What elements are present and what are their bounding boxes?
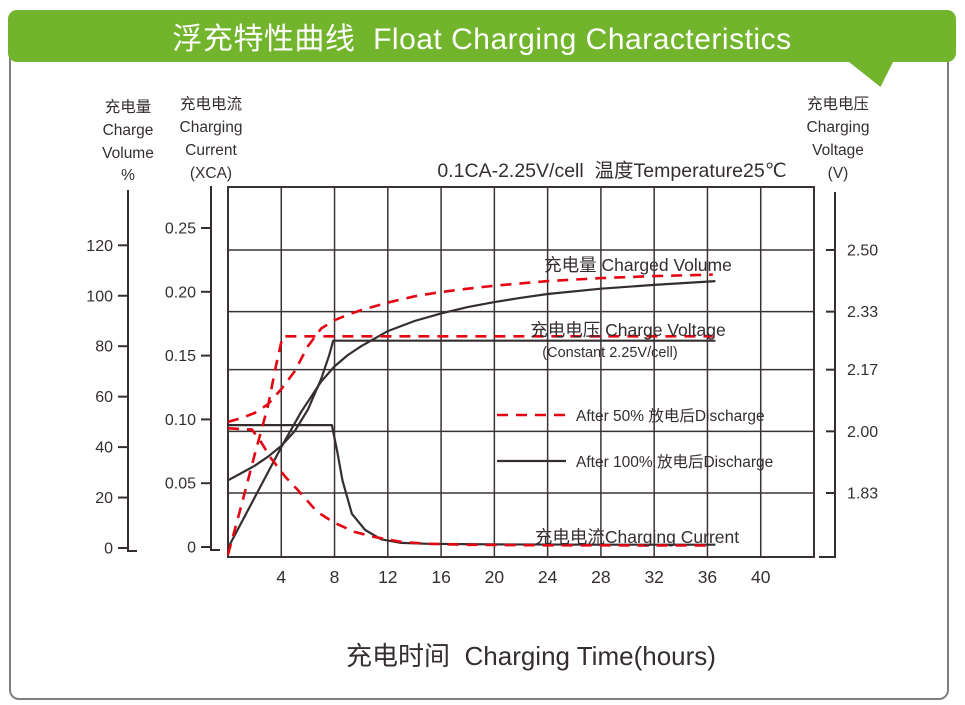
- tick-label-percent: 120: [86, 238, 113, 255]
- axis-header-line: Charging: [180, 119, 243, 136]
- legend-label-after-50: After 50% 放电后Discharge: [576, 407, 765, 425]
- tick-label-volt: 2.00: [847, 424, 878, 441]
- tick-label-hours: 16: [431, 567, 450, 587]
- legend-label-after-100: After 100% 放电后Discharge: [576, 453, 773, 471]
- grid-layer: [228, 187, 814, 557]
- page-title: 浮充特性曲线 Float Charging Characteristics: [172, 23, 792, 56]
- charging-current-axis-header: 充电电流 Charging Current (XCA): [180, 95, 243, 182]
- charging-voltage-axis-header: 充电电压 Charging Voltage (V): [807, 95, 870, 182]
- charge-volume-axis-header: 充电量 Charge Volume %: [102, 98, 154, 184]
- charging-voltage-axis-line: [819, 192, 836, 558]
- axis-header-line: %: [121, 167, 135, 184]
- axis-charging-current: 0 0.05 0.10 0.15 0.20 0.25: [165, 186, 220, 557]
- axis-header-line: 充电电压: [807, 95, 869, 113]
- tick-label-volt: 1.83: [847, 486, 878, 503]
- axis-header-line: (V): [828, 165, 849, 182]
- tick-label-volt: 2.17: [847, 362, 878, 379]
- tick-label-percent: 0: [104, 541, 113, 558]
- tick-label-percent: 60: [95, 389, 113, 406]
- tick-label-hours: 20: [485, 567, 505, 587]
- axis-header-line: Charge: [103, 122, 154, 139]
- axis-charging-voltage: 2.50 2.33 2.17 2.00 1.83: [819, 192, 878, 558]
- label-charge-voltage: 充电电压 Charge Voltage: [530, 320, 726, 340]
- label-charged-volume: 充电量 Charged Volume: [544, 255, 732, 275]
- tick-label-hours: 4: [276, 567, 286, 587]
- tick-label-percent: 40: [95, 440, 113, 457]
- axis-header-line: Current: [185, 142, 237, 159]
- charging-current-axis-line: [210, 186, 220, 551]
- tick-label-xca: 0.25: [165, 221, 196, 238]
- plot-border: [227, 186, 815, 558]
- label-charging-current: 充电电流Charging Current: [535, 527, 739, 547]
- tick-label-hours: 28: [591, 567, 610, 587]
- tick-label-hours: 40: [751, 567, 771, 587]
- series-charging-current-after-50-discharge: [227, 427, 713, 547]
- tick-label-hours: 36: [698, 567, 717, 587]
- axis-header-line: 充电电流: [180, 95, 242, 113]
- tick-label-hours: 24: [538, 567, 558, 587]
- tick-label-percent: 100: [86, 288, 113, 305]
- tick-label-xca: 0.10: [165, 412, 196, 429]
- axis-header-line: Volume: [102, 145, 154, 162]
- series-charge-voltage-after-50-discharge: [226, 334, 713, 556]
- tick-label-hours: 8: [330, 567, 340, 587]
- legend: After 50% 放电后Discharge After 100% 放电后Dis…: [497, 407, 773, 471]
- x-axis-title: 充电时间 Charging Time(hours): [346, 641, 716, 671]
- series-charged-volume-after-50-discharge: [227, 273, 713, 424]
- tick-label-percent: 20: [95, 490, 113, 507]
- charge-volume-axis-line: [127, 190, 137, 552]
- series-charge-voltage-after-100-discharge: [227, 339, 716, 482]
- series-layer: [226, 273, 716, 556]
- axis-header-line: Charging: [807, 119, 870, 136]
- tick-label-hours: 12: [378, 567, 397, 587]
- tick-label-hours: 32: [644, 567, 663, 587]
- axis-charging-time: 4 8 12 16 20 24 28 32 36 40: [276, 567, 770, 587]
- label-charge-voltage-sub: (Constant 2.25V/cell): [542, 345, 677, 361]
- axis-charge-volume: 0 20 40 60 80 100 120: [86, 190, 137, 558]
- title-banner: 浮充特性曲线 Float Charging Characteristics: [8, 10, 956, 62]
- tick-label-xca: 0.05: [165, 476, 196, 493]
- tick-label-xca: 0.20: [165, 284, 196, 301]
- condition-title: 0.1CA-2.25V/cell 温度Temperature25℃: [437, 160, 786, 182]
- tick-label-percent: 80: [95, 339, 113, 356]
- tick-label-xca: 0.15: [165, 348, 196, 365]
- axis-header-line: Voltage: [812, 142, 864, 159]
- axis-header-line: 充电量: [105, 98, 152, 116]
- tick-label-xca: 0: [187, 540, 196, 557]
- series-charged-volume-after-100-discharge: [227, 280, 716, 549]
- axis-header-line: (XCA): [190, 165, 232, 182]
- tick-label-volt: 2.33: [847, 304, 878, 321]
- tick-label-volt: 2.50: [847, 243, 878, 260]
